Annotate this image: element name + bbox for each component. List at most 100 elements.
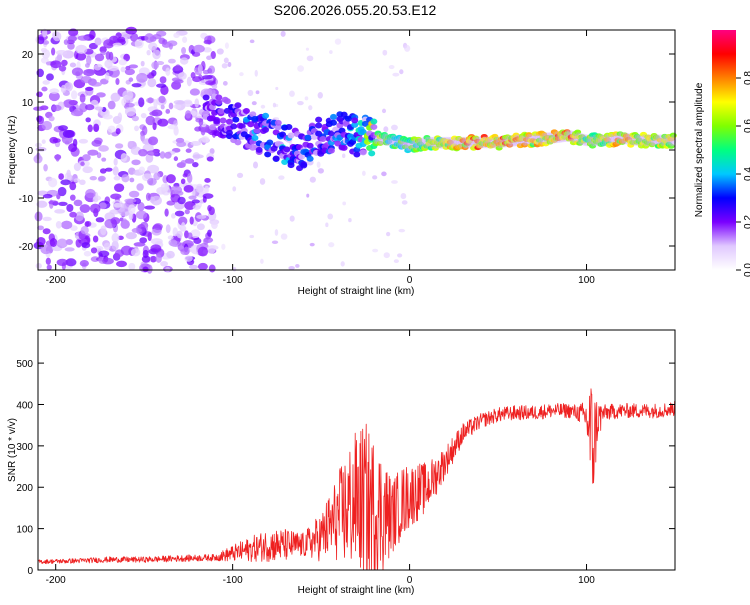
spectrogram-cell: [168, 239, 178, 247]
spectrogram-cell: [90, 247, 98, 254]
spectrogram-cell: [124, 198, 137, 203]
spectrogram-cell: [148, 136, 159, 146]
spectrogram-cell: [317, 92, 323, 99]
spectrogram-cell: [201, 136, 210, 143]
spectrogram-cell: [221, 63, 228, 69]
spectrogram-cell: [278, 175, 285, 180]
spectrogram-cell: [391, 180, 398, 184]
spectrogram-cell: [128, 77, 134, 82]
spectrogram-cell: [98, 175, 106, 182]
spectrogram-cell: [202, 94, 210, 101]
spectrogram-cell: [202, 47, 212, 53]
spectrogram-cell: [227, 61, 232, 68]
spectrogram-cell: [262, 112, 270, 119]
spectrogram-cell: [182, 36, 188, 44]
spectrogram-cell: [213, 116, 221, 123]
spectrogram-cell: [207, 205, 212, 212]
spectrogram-cell: [42, 228, 51, 235]
spectrogram-cell: [165, 108, 171, 114]
snr-y-axis-label: SNR (10 * v/v): [7, 418, 18, 482]
spectrogram-cell: [184, 158, 195, 164]
spectrogram-cell: [89, 30, 96, 40]
spectrogram-cell: [255, 90, 260, 95]
spectrogram-cell: [115, 78, 120, 86]
spectrogram-cell: [259, 178, 266, 185]
spectrogram-cell: [79, 93, 86, 103]
spectrogram-cells: [33, 26, 677, 274]
spectrogram-cell: [63, 39, 69, 45]
spectrogram-cell: [86, 55, 92, 66]
spectrogram-cell: [160, 183, 170, 191]
spectrogram-cell: [113, 202, 122, 208]
spectrogram-cell: [93, 123, 100, 133]
spectrogram-cell: [128, 262, 136, 271]
spectrogram-cell: [174, 64, 182, 71]
snr-frame: [37, 329, 676, 571]
spectrogram-cell: [75, 44, 88, 55]
spectrogram-cell: [190, 140, 201, 146]
spectrogram-cell: [89, 175, 97, 181]
spectrogram-cell: [404, 148, 412, 154]
spectrogram-cell: [136, 183, 144, 191]
spectrogram-cell: [239, 72, 244, 77]
spectrogram-cell: [225, 129, 233, 136]
spectrogram-cell: [79, 179, 86, 186]
spectrogram-cell: [325, 222, 329, 228]
spectrogram-cell: [297, 65, 305, 72]
spectrogram-cell: [306, 155, 314, 162]
spectrogram-cell: [64, 247, 75, 252]
spectrogram-y-tick-label: -20: [19, 242, 34, 253]
spectrogram-cell: [211, 221, 218, 230]
spectrogram-cell: [203, 39, 212, 45]
spectrogram-cell: [203, 88, 216, 95]
spectrogram-cell: [164, 151, 172, 159]
spectrogram-cell: [193, 237, 202, 244]
spectrogram-cell: [329, 50, 333, 54]
spectrogram-cell: [205, 80, 216, 86]
spectrogram-cell: [112, 42, 122, 47]
colorbar-gradient: [712, 30, 736, 270]
spectrogram-cell: [94, 106, 104, 111]
spectrogram-y-tick-label: 10: [22, 98, 34, 109]
spectrogram-cell: [383, 126, 389, 133]
spectrogram-cell: [168, 58, 176, 64]
spectrogram-cell: [198, 118, 204, 126]
spectrogram-cell: [138, 166, 146, 174]
spectrogram-cell: [225, 118, 233, 125]
spectrogram-cell: [34, 211, 43, 222]
snr-panel: -200 -100 0 100 0 100 200 300 400 500 Height of s…: [7, 329, 676, 596]
spectrogram-cell: [242, 108, 250, 115]
spectrogram-cell: [124, 106, 136, 117]
spectrogram-cell: [58, 173, 64, 180]
spectrogram-x-tick-label: 0: [407, 275, 413, 286]
spectrogram-cell: [232, 267, 237, 272]
spectrogram-cell: [392, 72, 400, 77]
spectrogram-cell: [187, 232, 193, 240]
spectrogram-cell: [142, 266, 149, 273]
spectrogram-cell: [152, 49, 161, 60]
spectrogram-cell: [68, 143, 78, 153]
spectrogram-cell: [174, 79, 184, 84]
spectrogram-cell: [115, 143, 124, 149]
spectrogram-cell: [129, 177, 135, 183]
spectrogram-cell: [249, 111, 257, 118]
spectrogram-cell: [49, 238, 58, 247]
spectrogram-cell: [266, 139, 274, 146]
spectrogram-cell: [201, 75, 213, 80]
spectrogram-cell: [49, 88, 60, 94]
spectrogram-cell: [73, 199, 83, 207]
colorbar-tick-label: 0.8: [743, 71, 750, 85]
snr-y-tick-label: 400: [16, 400, 33, 411]
spectrogram-cell: [42, 28, 48, 38]
spectrogram-cell: [589, 143, 597, 149]
spectrogram-cell: [210, 51, 216, 60]
spectrogram-cell: [192, 154, 204, 159]
spectrogram-cell: [87, 124, 93, 133]
spectrogram-cell: [118, 59, 127, 66]
spectrogram-cell: [46, 73, 54, 81]
spectrogram-cell: [144, 205, 156, 210]
spectrogram-cell: [232, 116, 240, 123]
spectrogram-cell: [171, 213, 176, 219]
spectrogram-cell: [98, 145, 109, 152]
